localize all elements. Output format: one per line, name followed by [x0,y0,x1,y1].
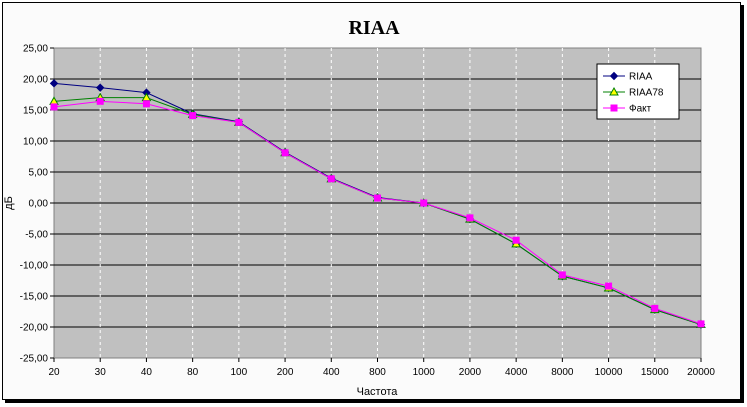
data-point [374,194,381,202]
y-tick-label: -20,00 [20,323,49,334]
x-tick-label: 40 [141,367,153,378]
legend-label: RIAA [629,72,653,83]
y-tick-label: -15,00 [20,292,49,303]
legend-marker [609,86,619,96]
y-tick-label: 25,00 [23,44,48,55]
y-tick-label: -10,00 [20,261,49,272]
y-tick-label: -25,00 [20,354,49,365]
data-point [96,97,104,105]
legend-entry: RIAA78 [603,86,664,99]
y-tick-label: 0,00 [29,199,49,210]
y-tick-label: -5,00 [25,230,48,241]
y-tick-label: 10,00 [23,137,48,148]
data-point [96,83,105,92]
x-tick-label: 15000 [641,367,669,378]
legend: RIAA RIAA78 Факт [596,63,680,120]
data-point [420,199,428,207]
data-point [49,79,59,88]
data-point [651,304,659,312]
x-tick-label: 80 [187,367,199,378]
x-tick-label: 30 [95,367,107,378]
x-tick-label: 4000 [505,367,528,378]
data-point [281,149,289,157]
x-tick-label: 8000 [551,367,574,378]
y-tick-label: 5,00 [29,168,49,179]
y-tick-label: 15,00 [23,106,48,117]
data-point [512,236,520,244]
x-tick-label: 400 [323,367,340,378]
legend-entry: Факт [603,104,652,115]
data-point [558,271,566,279]
data-point [189,112,197,120]
data-point [50,103,58,111]
x-tick-label: 2000 [459,367,482,378]
data-point [235,118,243,126]
x-tick-label: 20 [48,367,60,378]
series-2 [50,97,705,328]
x-tick-label: 200 [277,367,294,378]
x-tick-label: 100 [231,367,248,378]
data-point [605,282,613,290]
y-axis-label: дБ [3,196,15,210]
legend-label: Факт [629,104,652,115]
x-tick-label: 20000 [687,367,715,378]
data-point [327,175,335,183]
y-tick-label: 20,00 [23,75,48,86]
x-tick-label: 10000 [595,367,623,378]
legend-entry: RIAA [603,72,653,83]
legend-marker [610,104,618,112]
data-point [142,100,150,108]
x-axis-label: Частота [357,386,399,398]
data-point [466,214,474,222]
data-point [697,320,705,328]
chart-title: RIAA [348,17,400,39]
x-tick-label: 1000 [413,367,436,378]
x-tick-label: 800 [369,367,386,378]
legend-label: RIAA78 [629,88,664,99]
legend-marker [609,71,619,81]
